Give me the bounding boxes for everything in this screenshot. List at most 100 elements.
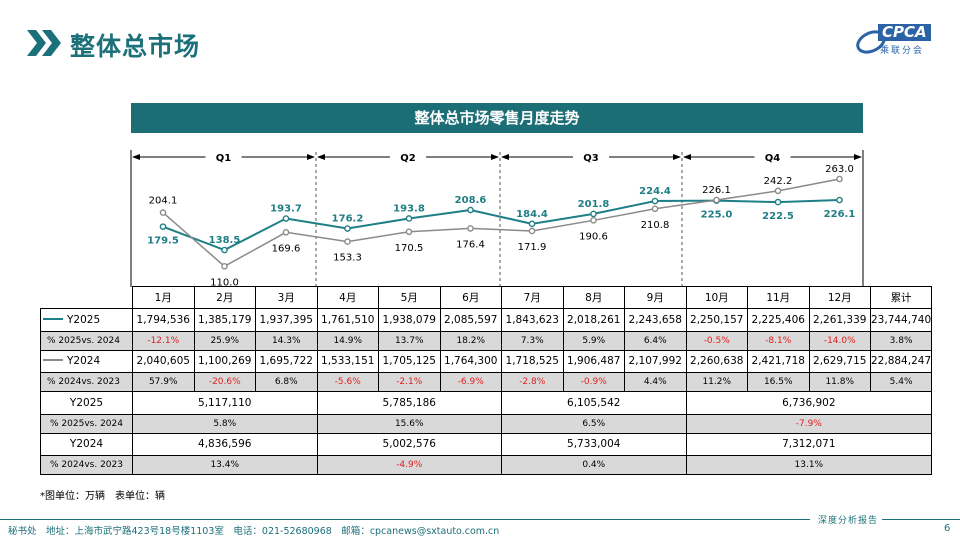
table-cell: -6.9% [439, 372, 502, 393]
table-cell: 25.9% [193, 330, 256, 351]
quarter-cell: 5.8% [132, 413, 318, 434]
row-label-text: Y2024 [67, 355, 101, 368]
table-cell: 7.3% [501, 330, 564, 351]
table-cell: 1,843,623 [501, 308, 564, 332]
footer-tag: 深度分析报告 [818, 516, 879, 526]
data-point [836, 175, 843, 183]
data-label: 184.4 [516, 209, 548, 220]
row-label: % 2024vs. 2023 [40, 372, 133, 393]
table-cell: 1,533,151 [316, 349, 379, 374]
table-cell: 11.2% [685, 372, 748, 393]
data-label: 201.8 [578, 199, 610, 210]
quarter-cell: 7,312,071 [685, 432, 933, 456]
arrow-head-icon [132, 154, 140, 160]
table-cell: 22,884,247 [869, 349, 933, 374]
series-line-Y2024 [162, 178, 840, 268]
chevron-double-icon [27, 30, 61, 56]
data-point [528, 220, 536, 228]
quarter-cell: 13.1% [685, 454, 933, 475]
data-label: 171.9 [518, 242, 547, 253]
arrow-head-icon [307, 154, 315, 160]
data-label: 110.0 [210, 277, 239, 288]
quarter-cell: -4.9% [316, 454, 502, 475]
table-cell: 2,040,605 [132, 349, 195, 374]
data-point [221, 246, 228, 254]
data-label: 263.0 [825, 164, 854, 175]
table-cell: 2,107,992 [624, 349, 687, 374]
table-cell: 23,744,740 [869, 308, 933, 332]
cumulative-header: 累计 [869, 285, 933, 310]
legend-line-icon [43, 318, 63, 321]
table-cell: 57.9% [132, 372, 195, 393]
quarter-cell: 6.5% [501, 413, 687, 434]
data-point [344, 238, 351, 245]
table-cell: 3.8% [869, 330, 933, 351]
row-label-text: % 2024vs. 2023 [47, 377, 120, 388]
table-row: Y2025 1,794,536 1,385,179 1,937,395 1,761,51… [40, 308, 933, 332]
data-label: 225.0 [701, 210, 733, 221]
quarter-label: Q4 [765, 153, 781, 164]
table-cell: 5.4% [869, 372, 933, 393]
data-point [651, 197, 659, 205]
data-label: 176.2 [332, 214, 364, 225]
table-row: % 2025vs. 2024 -12.1% 25.9% 14.3% 14.9% 13.7%… [40, 330, 933, 351]
table-cell: -20.6% [193, 372, 256, 393]
table-cell: 6.4% [624, 330, 687, 351]
data-point [774, 187, 782, 195]
table-cell: 1,761,510 [316, 308, 379, 332]
data-point [221, 262, 228, 270]
table-cell: 1,718,525 [501, 349, 564, 374]
line-chart: Q1 Q2 Q3 Q4 179.5 138.5 193.7 176.2 193.8 208.6 18… [130, 150, 864, 288]
table-cell: -0.5% [685, 330, 748, 351]
footer-divider [0, 519, 810, 520]
table-cell: 2,018,261 [562, 308, 625, 332]
table-cell: 14.9% [316, 330, 379, 351]
table-cell: -2.1% [378, 372, 441, 393]
data-point [836, 196, 843, 204]
table-cell: -2.8% [501, 372, 564, 393]
table-cell: 2,260,638 [685, 349, 748, 374]
data-point [159, 209, 167, 216]
table-cell: -8.1% [747, 330, 810, 351]
data-label: 138.5 [209, 235, 241, 246]
month-header: 10月 [685, 285, 748, 310]
unit-footnote: *图单位：万辆 表单位：辆 [40, 491, 165, 502]
data-point [651, 205, 659, 213]
data-point [528, 227, 536, 235]
table-cell: 16.5% [747, 372, 810, 393]
data-label: 169.6 [272, 243, 301, 254]
data-point [590, 210, 597, 218]
legend-line-icon [43, 359, 63, 362]
data-point [282, 215, 290, 222]
table-cell: 1,705,125 [378, 349, 441, 374]
arrow-head-icon [501, 154, 509, 160]
data-label: 204.1 [149, 196, 178, 207]
data-label: 179.5 [147, 236, 179, 247]
quarter-cell: 15.6% [316, 413, 502, 434]
page-number: 6 [944, 523, 951, 534]
arrow-head-icon [491, 154, 499, 160]
quarter-cell: 6,105,542 [501, 391, 687, 415]
data-point [467, 206, 474, 214]
arrow-head-icon [854, 154, 862, 160]
row-label: % 2025vs. 2024 [40, 330, 133, 351]
table-cell: 1,764,300 [439, 349, 502, 374]
row-label-text: Y2025 [67, 314, 101, 327]
table-cell: -14.0% [808, 330, 871, 351]
quarter-row: Y2025 5,117,110 5,785,186 6,105,542 6,736,90… [40, 391, 933, 415]
data-label: 193.8 [393, 203, 425, 214]
row-label: Y2025 [40, 308, 133, 332]
row-label-text: % 2025vs. 2024 [47, 335, 120, 346]
data-point [774, 198, 782, 206]
month-header: 2月 [193, 285, 256, 310]
table-cell: 14.3% [255, 330, 318, 351]
quarter-label: Q3 [583, 153, 599, 164]
row-label: % 2025vs. 2024 [40, 413, 133, 434]
table-cell: 1,906,487 [562, 349, 625, 374]
table-cell: 4.4% [624, 372, 687, 393]
series-line-Y2025 [162, 199, 840, 252]
table-row: % 2024vs. 2023 57.9% -20.6% 6.8% -5.6% -2.1% -… [40, 372, 933, 393]
arrow-head-icon [683, 154, 691, 160]
table-cell: 13.7% [378, 330, 441, 351]
